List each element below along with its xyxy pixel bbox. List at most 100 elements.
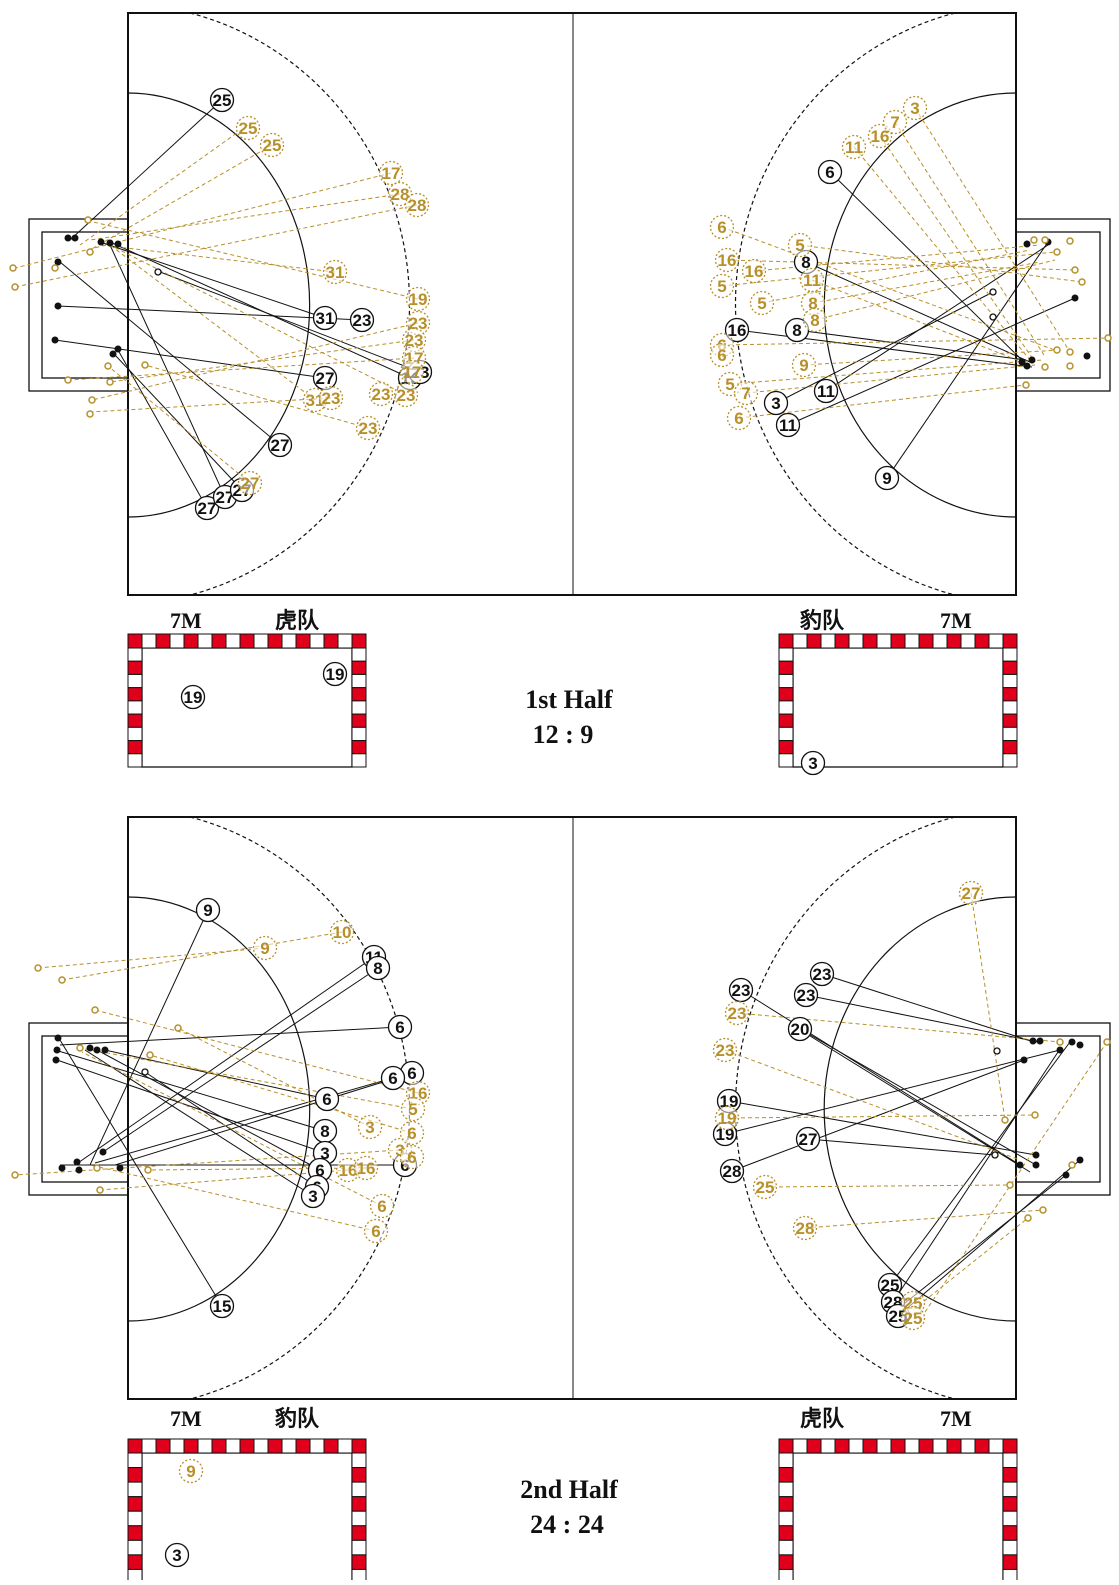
player-number: 28 bbox=[796, 1219, 815, 1238]
player-number: 25 bbox=[213, 91, 232, 110]
player-number: 19 bbox=[326, 665, 345, 684]
player-number: 19 bbox=[720, 1092, 739, 1111]
player-number: 27 bbox=[198, 499, 217, 518]
left-goal-2: 7M 豹队 39 bbox=[127, 1406, 367, 1585]
player-number: 6 bbox=[407, 1148, 416, 1167]
player-number: 3 bbox=[320, 1144, 329, 1163]
player-number: 3 bbox=[308, 1187, 317, 1206]
player-number: 5 bbox=[725, 375, 734, 394]
missed-shot-marker: 31 bbox=[322, 259, 348, 285]
missed-shot-marker: 16 bbox=[867, 123, 893, 149]
made-shot-marker: 20 bbox=[787, 1016, 813, 1042]
missed-shot-marker: 19 bbox=[405, 286, 431, 312]
player-number: 5 bbox=[408, 1100, 417, 1119]
missed-shot-marker: 25 bbox=[752, 1174, 778, 1200]
missed-shot-marker: 16 bbox=[714, 247, 740, 273]
made-shot-marker: 27 bbox=[194, 495, 220, 521]
player-number: 6 bbox=[315, 1161, 324, 1180]
made-shot-marker: 31 bbox=[312, 305, 338, 331]
player-number: 8 bbox=[320, 1122, 329, 1141]
left-goal-team-label: 豹队 bbox=[274, 1406, 320, 1431]
made-shot-marker: 9 bbox=[195, 897, 221, 923]
missed-shot-marker: 5 bbox=[400, 1096, 426, 1122]
missed-shot-marker: 27 bbox=[237, 470, 263, 496]
missed-shot-marker: 6 bbox=[363, 1218, 389, 1244]
left-goal-7m-label: 7M bbox=[170, 1406, 202, 1431]
made-shot-marker: 6 bbox=[314, 1086, 340, 1112]
goal-shot-marker: 3 bbox=[800, 750, 826, 776]
player-number: 16 bbox=[357, 1159, 376, 1178]
missed-shot-marker: 7 bbox=[733, 380, 759, 406]
player-number: 23 bbox=[322, 389, 341, 408]
made-shot-marker: 15 bbox=[209, 1293, 235, 1319]
player-number: 11 bbox=[817, 382, 835, 401]
missed-shot-marker: 3 bbox=[357, 1114, 383, 1140]
missed-shot-marker: 16 bbox=[741, 258, 767, 284]
half-2: 91186666836663152323232019192728252825 9… bbox=[11, 816, 1111, 1585]
player-number: 23 bbox=[405, 331, 424, 350]
missed-shot-marker: 17 bbox=[399, 359, 425, 385]
missed-shot-marker: 19 bbox=[714, 1105, 740, 1131]
player-number: 27 bbox=[316, 369, 335, 388]
player-number: 6 bbox=[322, 1090, 331, 1109]
player-number: 6 bbox=[717, 218, 726, 237]
goal-frame bbox=[778, 633, 1018, 768]
missed-shot-marker: 23 bbox=[724, 1000, 750, 1026]
made-shot-marker: 6 bbox=[817, 159, 843, 185]
missed-shot-marker: 10 bbox=[329, 919, 355, 945]
missed-shot-marker: 6 bbox=[369, 1193, 395, 1219]
made-shot-marker: 23 bbox=[809, 961, 835, 987]
player-number: 16 bbox=[728, 321, 747, 340]
missed-shot-marker: 23 bbox=[393, 382, 419, 408]
player-number: 23 bbox=[372, 385, 391, 404]
player-number: 23 bbox=[813, 965, 832, 984]
missed-shot-marker: 6 bbox=[709, 214, 735, 240]
missed-shot-marker: 7 bbox=[882, 109, 908, 135]
shot-origin-dots-1 bbox=[9, 216, 1112, 418]
missed-shot-marker: 27 bbox=[958, 880, 984, 906]
missed-shot-marker: 23 bbox=[355, 415, 381, 441]
player-number: 11 bbox=[779, 416, 797, 435]
player-number: 3 bbox=[395, 1141, 404, 1160]
right-goal-1: 豹队 7M 3 bbox=[778, 608, 1018, 776]
player-number: 23 bbox=[732, 981, 751, 1000]
player-number: 6 bbox=[825, 163, 834, 182]
player-number: 23 bbox=[797, 986, 816, 1005]
made-shot-marker: 28 bbox=[719, 1158, 745, 1184]
player-number: 8 bbox=[808, 294, 817, 313]
player-number: 5 bbox=[795, 236, 804, 255]
player-number: 9 bbox=[186, 1462, 195, 1481]
player-number: 25 bbox=[904, 1309, 923, 1328]
made-shot-marker: 25 bbox=[209, 87, 235, 113]
right-goal-inner bbox=[1015, 231, 1101, 379]
player-number: 16 bbox=[718, 251, 737, 270]
player-number: 23 bbox=[728, 1004, 747, 1023]
player-number: 3 bbox=[172, 1546, 181, 1565]
left-goal-7m-label: 7M bbox=[170, 608, 202, 633]
player-number: 6 bbox=[377, 1197, 386, 1216]
made-shot-marker: 8 bbox=[365, 955, 391, 981]
player-number: 23 bbox=[359, 419, 378, 438]
player-number: 7 bbox=[741, 384, 750, 403]
half-score-2: 24 : 24 bbox=[530, 1510, 604, 1539]
player-number: 3 bbox=[365, 1118, 374, 1137]
made-shot-marker: 23 bbox=[793, 982, 819, 1008]
left-goal-shots-2: 39 bbox=[164, 1458, 204, 1568]
player-number: 27 bbox=[216, 488, 235, 507]
player-number: 9 bbox=[260, 939, 269, 958]
player-number: 11 bbox=[845, 138, 863, 157]
made-shot-marker: 3 bbox=[763, 390, 789, 416]
missed-shot-marker: 28 bbox=[792, 1215, 818, 1241]
missed-shot-marker: 6 bbox=[399, 1120, 425, 1146]
made-shot-marker: 9 bbox=[874, 465, 900, 491]
right-6m-arc bbox=[823, 896, 1017, 1322]
made-shot-marker: 16 bbox=[724, 317, 750, 343]
player-number: 8 bbox=[373, 959, 382, 978]
missed-shot-marker: 9 bbox=[252, 935, 278, 961]
player-number: 19 bbox=[716, 1125, 735, 1144]
made-shot-marker: 27 bbox=[267, 432, 293, 458]
player-number: 16 bbox=[871, 127, 890, 146]
